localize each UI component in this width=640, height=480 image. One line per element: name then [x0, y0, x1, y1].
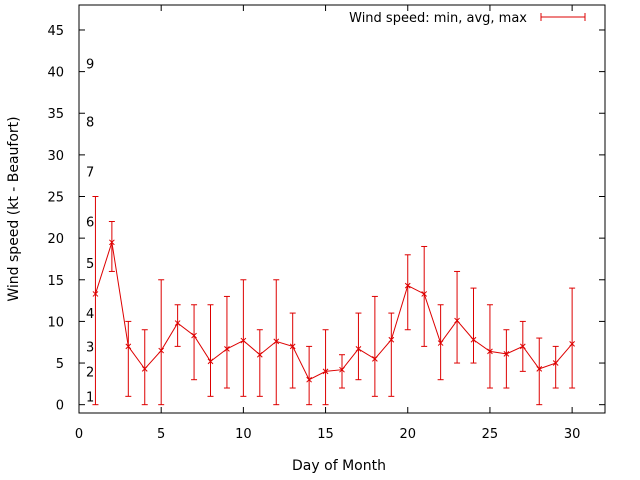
beaufort-label: 7 — [86, 166, 94, 181]
avg-point — [273, 338, 280, 345]
plot-frame — [78, 4, 606, 414]
y-axis-title: Wind speed (kt - Beaufort) — [6, 116, 22, 301]
avg-point — [92, 291, 99, 297]
avg-point — [536, 366, 543, 372]
y-tick-label: 30 — [47, 149, 64, 164]
avg-point — [339, 366, 345, 373]
y-tick-label: 35 — [47, 107, 64, 122]
y-tick-label: 0 — [56, 399, 64, 414]
x-tick-label: 10 — [235, 427, 252, 442]
x-tick-label: 0 — [75, 427, 83, 442]
avg-point — [109, 239, 115, 246]
y-tick-label: 40 — [47, 66, 64, 81]
y-tick-label: 20 — [47, 232, 64, 247]
avg-point — [437, 340, 444, 346]
beaufort-label: 8 — [86, 116, 94, 131]
avg-point — [306, 376, 312, 383]
y-tick-label: 25 — [47, 191, 64, 206]
avg-point — [355, 346, 362, 352]
legend-label: Wind speed: min, avg, max — [349, 11, 527, 26]
y-tick-label: 5 — [56, 357, 64, 372]
avg-point — [519, 343, 526, 350]
avg-point — [174, 320, 181, 326]
avg-point — [487, 348, 493, 355]
avg-point — [454, 317, 460, 324]
avg-point — [191, 332, 197, 339]
avg-point — [240, 337, 247, 344]
avg-point — [470, 336, 477, 343]
y-tick-label: 45 — [47, 24, 64, 39]
avg-point — [158, 347, 165, 354]
avg-point — [569, 341, 575, 347]
beaufort-label: 1 — [86, 390, 94, 405]
avg-point — [207, 358, 214, 365]
x-axis: 0 5 10 15 20 25 30 — [75, 5, 581, 442]
x-tick-label: 25 — [482, 427, 499, 442]
avg-point — [404, 282, 411, 289]
y-tick-label: 15 — [47, 274, 64, 289]
avg-point — [125, 343, 132, 350]
series-wind-speed — [92, 196, 576, 406]
avg-point — [552, 360, 559, 366]
x-tick-label: 5 — [157, 427, 165, 442]
avg-point — [372, 356, 378, 362]
beaufort-label: 9 — [86, 57, 94, 72]
avg-point — [141, 366, 148, 372]
avg-line — [94, 242, 573, 381]
beaufort-label: 6 — [86, 215, 94, 230]
avg-point — [503, 351, 510, 357]
beaufort-scale: 1 2 3 4 5 6 7 8 9 — [86, 57, 94, 405]
x-tick-label: 15 — [317, 427, 334, 442]
legend: Wind speed: min, avg, max — [349, 11, 586, 26]
x-tick-label: 30 — [564, 427, 581, 442]
avg-point — [224, 346, 230, 352]
avg-point — [388, 336, 395, 343]
x-tick-label: 20 — [399, 427, 416, 442]
y-tick-label: 10 — [47, 315, 64, 330]
x-axis-title: Day of Month — [292, 458, 386, 474]
beaufort-label: 2 — [86, 365, 94, 380]
avg-point — [421, 291, 428, 297]
avg-point — [289, 343, 296, 350]
beaufort-label: 3 — [86, 340, 94, 355]
avg-point — [256, 351, 263, 358]
beaufort-label: 5 — [86, 257, 94, 272]
beaufort-label: 4 — [86, 307, 94, 322]
avg-point — [322, 368, 329, 375]
